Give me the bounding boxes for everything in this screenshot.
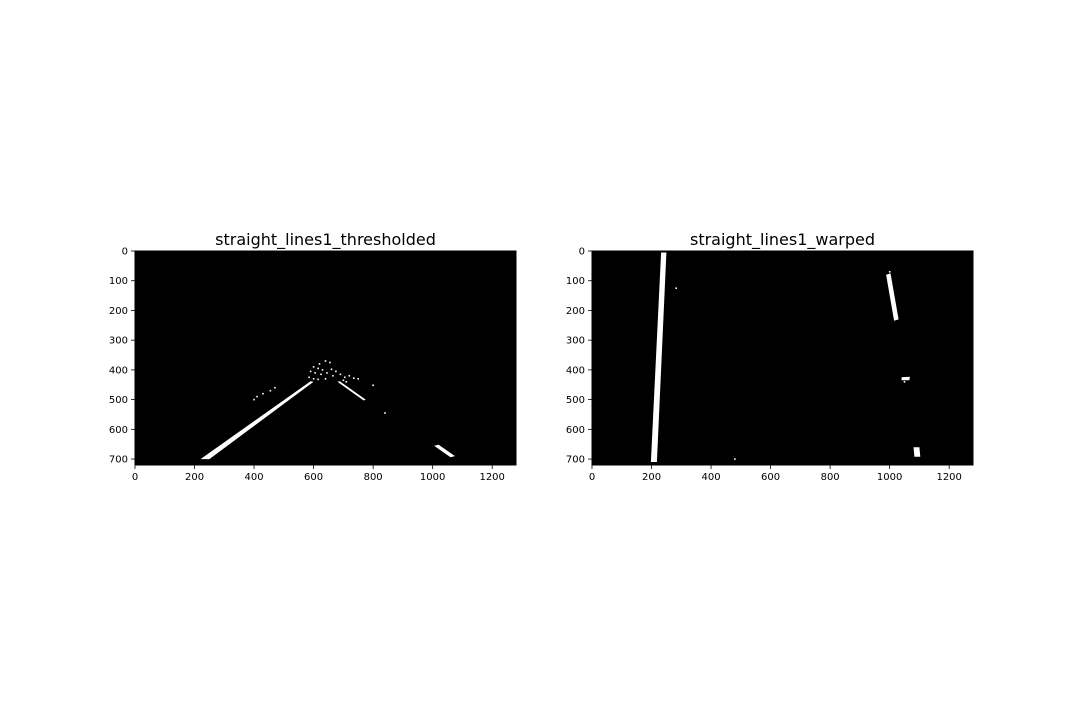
image-area-thresholded (134, 250, 517, 466)
feature-shape-thresholded-2 (337, 381, 366, 401)
feature-dot-thresholded-16 (353, 377, 355, 379)
feature-shape-warped-3 (901, 376, 910, 381)
x-tick-label-warped-200: 200 (642, 472, 661, 483)
feature-dot-thresholded-27 (269, 389, 272, 392)
feature-shape-thresholded-1 (434, 444, 455, 458)
feature-dot-thresholded-15 (348, 375, 351, 377)
y-tick-label-thresholded-0: 0 (122, 247, 128, 258)
feature-dot-thresholded-9 (314, 372, 316, 374)
y-tick-label-thresholded-100: 100 (109, 276, 128, 287)
feature-dot-thresholded-1 (324, 360, 327, 362)
image-area-warped (591, 250, 974, 466)
feature-shape-warped-1 (886, 273, 899, 321)
features-warped (650, 252, 921, 462)
x-tick-label-thresholded-1200: 1200 (479, 472, 504, 483)
feature-dot-thresholded-2 (329, 361, 331, 364)
feature-dot-thresholded-10 (320, 373, 322, 376)
feature-dot-thresholded-6 (330, 368, 333, 371)
feature-dot-thresholded-23 (345, 381, 348, 383)
feature-dot-thresholded-3 (312, 366, 315, 368)
y-tick-label-warped-0: 0 (579, 247, 585, 258)
feature-dot-thresholded-17 (357, 378, 359, 380)
x-tick-label-thresholded-200: 200 (185, 472, 204, 483)
x-tick-label-thresholded-0: 0 (132, 472, 138, 483)
feature-dot-thresholded-28 (262, 392, 264, 395)
feature-dot-thresholded-25 (384, 412, 386, 414)
x-tick-label-warped-1200: 1200 (936, 472, 961, 483)
feature-dot-thresholded-22 (342, 379, 345, 382)
x-ticks-warped: 0 200 400 600 800 1000 1200 (589, 465, 962, 483)
feature-dot-thresholded-18 (308, 376, 310, 379)
y-tick-label-thresholded-300: 300 (109, 336, 128, 347)
feature-dot-thresholded-19 (312, 378, 315, 380)
feature-dot-thresholded-26 (274, 386, 276, 389)
feature-dot-thresholded-8 (309, 370, 312, 373)
y-tick-label-warped-400: 400 (566, 365, 585, 376)
feature-dot-thresholded-11 (326, 372, 328, 374)
y-tick-label-thresholded-500: 500 (109, 395, 128, 406)
x-tick-label-warped-600: 600 (761, 472, 780, 483)
feature-dot-thresholded-13 (339, 373, 342, 376)
x-ticks-thresholded: 0 200 400 600 800 1000 1200 (132, 465, 505, 483)
y-tick-label-thresholded-700: 700 (109, 455, 128, 466)
x-tick-label-warped-0: 0 (589, 472, 595, 483)
feature-dot-thresholded-24 (372, 384, 374, 387)
y-tick-label-warped-700: 700 (566, 455, 585, 466)
y-tick-label-warped-200: 200 (566, 306, 585, 317)
x-tick-label-warped-400: 400 (702, 472, 721, 483)
feature-dot-warped-1 (734, 458, 736, 460)
y-ticks-warped: 0 100 200 300 400 500 600 700 (566, 247, 592, 466)
feature-dot-thresholded-0 (318, 363, 321, 365)
feature-dot-thresholded-14 (344, 376, 346, 379)
feature-dot-warped-3 (903, 381, 906, 383)
panel-warped: straight_lines1_warped 0 200 400 600 800 1000… (566, 230, 974, 483)
y-tick-label-warped-300: 300 (566, 336, 585, 347)
x-tick-label-thresholded-1000: 1000 (420, 472, 445, 483)
y-ticks-thresholded: 0 100 200 300 400 500 600 700 (109, 247, 135, 466)
feature-dot-warped-2 (888, 271, 891, 273)
panel-title-warped: straight_lines1_warped (690, 230, 875, 250)
feature-dot-thresholded-4 (317, 367, 319, 370)
feature-dot-thresholded-20 (317, 378, 319, 381)
y-tick-label-warped-600: 600 (566, 425, 585, 436)
y-tick-label-warped-100: 100 (566, 276, 585, 287)
x-tick-label-thresholded-400: 400 (245, 472, 264, 483)
y-tick-label-warped-500: 500 (566, 395, 585, 406)
x-tick-label-warped-1000: 1000 (877, 472, 902, 483)
feature-dot-thresholded-21 (324, 378, 327, 380)
feature-dot-thresholded-12 (332, 375, 334, 377)
feature-shape-warped-2 (913, 447, 921, 457)
feature-dot-thresholded-30 (253, 398, 255, 401)
panel-title-thresholded: straight_lines1_thresholded (215, 230, 436, 250)
features-thresholded (200, 360, 455, 460)
feature-dot-warped-0 (675, 287, 677, 289)
x-tick-label-thresholded-800: 800 (364, 472, 383, 483)
feature-dot-thresholded-5 (321, 369, 324, 371)
feature-dot-thresholded-7 (335, 370, 337, 373)
feature-shape-warped-0 (650, 252, 667, 462)
feature-dot-thresholded-29 (256, 395, 258, 398)
panel-thresholded: straight_lines1_thresholded 0 200 400 600 80… (109, 230, 517, 483)
feature-shape-thresholded-0 (200, 381, 314, 460)
y-tick-label-thresholded-200: 200 (109, 306, 128, 317)
x-tick-label-warped-800: 800 (821, 472, 840, 483)
x-tick-label-thresholded-600: 600 (304, 472, 323, 483)
y-tick-label-thresholded-600: 600 (109, 425, 128, 436)
y-tick-label-thresholded-400: 400 (109, 365, 128, 376)
